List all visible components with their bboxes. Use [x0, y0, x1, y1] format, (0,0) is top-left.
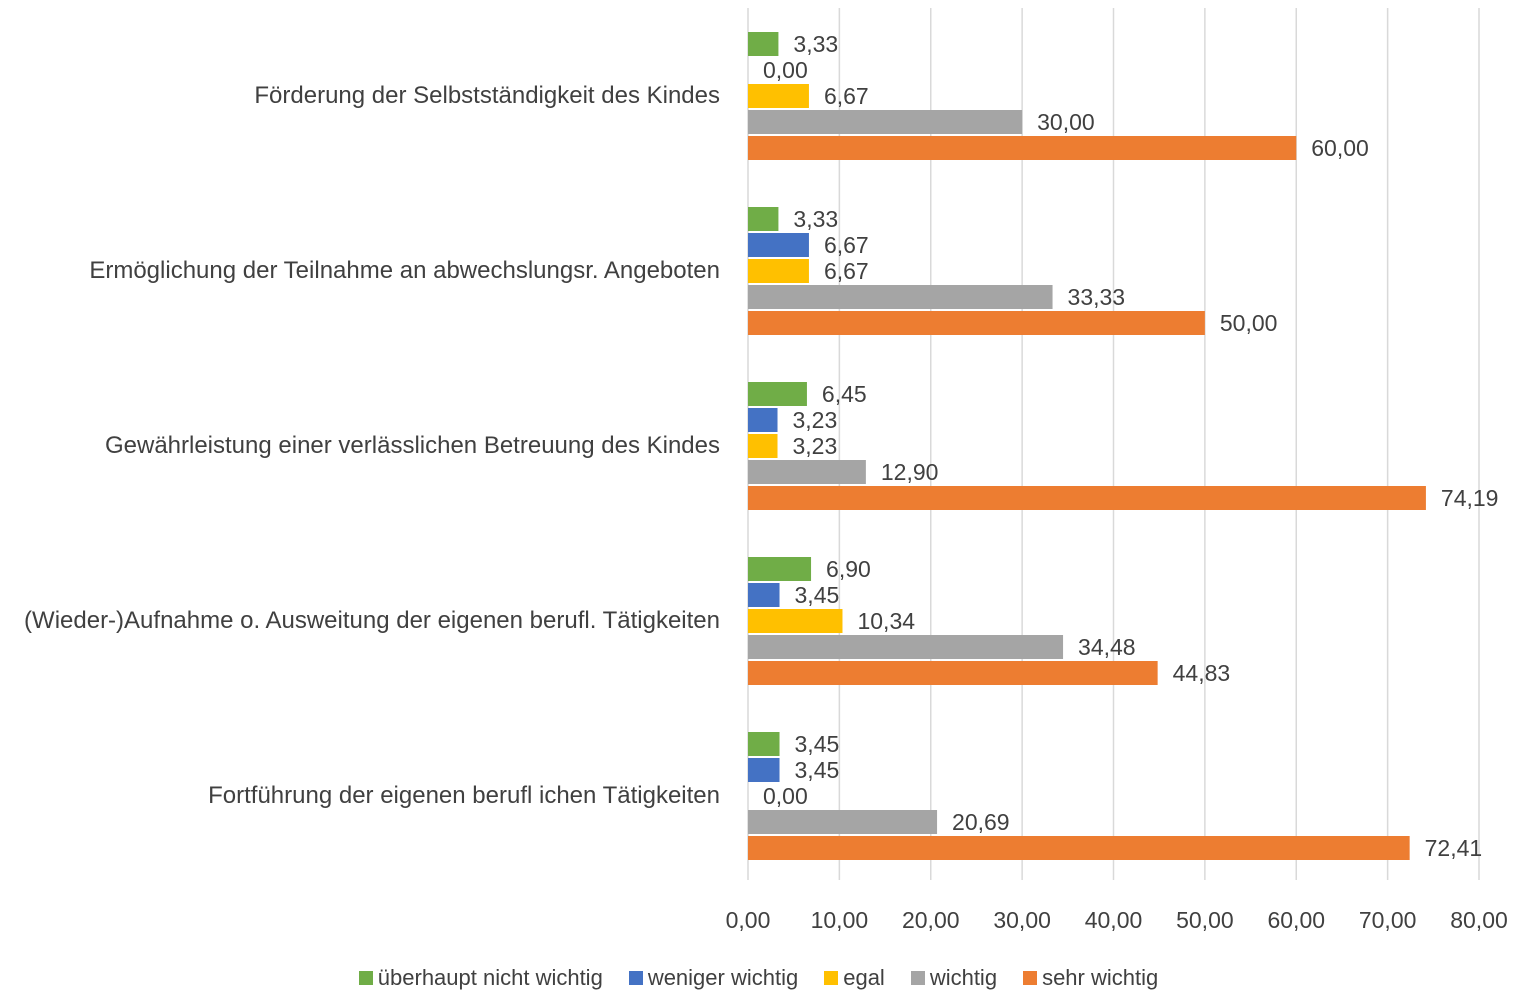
bar [748, 110, 1023, 134]
bar [748, 486, 1426, 510]
value-label: 6,67 [824, 232, 869, 258]
value-label: 3,33 [793, 31, 838, 57]
legend: überhaupt nicht wichtig weniger wichtig eg… [0, 965, 1517, 991]
value-label: 10,34 [857, 608, 915, 634]
bar [748, 758, 780, 782]
value-label: 33,33 [1068, 284, 1126, 310]
value-label: 20,69 [952, 809, 1010, 835]
x-tick-label: 50,00 [1176, 907, 1234, 933]
x-tick-label: 60,00 [1267, 907, 1325, 933]
legend-swatch [628, 971, 643, 985]
legend-label: wichtig [929, 965, 998, 990]
category-label: Förderung der Selbstständigkeit des Kind… [254, 82, 720, 109]
value-label: 72,41 [1425, 835, 1483, 861]
value-label: 6,67 [824, 258, 869, 284]
bar [748, 434, 778, 458]
legend-label: sehr wichtig [1042, 965, 1159, 990]
category-label: Fortführung der eigenen berufl ichen Tät… [208, 782, 720, 809]
category-label: Gewährleistung einer verlässlichen Betre… [104, 432, 720, 459]
value-label: 60,00 [1311, 135, 1369, 161]
value-label: 0,00 [763, 57, 808, 83]
legend-item: sehr wichtig [1023, 965, 1158, 991]
bar [748, 583, 780, 607]
legend-item: egal [824, 965, 885, 991]
value-label: 34,48 [1078, 634, 1136, 660]
value-label: 12,90 [881, 459, 939, 485]
value-label: 44,83 [1173, 660, 1231, 686]
bar [748, 84, 809, 108]
bar [748, 285, 1053, 309]
bar [748, 32, 779, 56]
legend-label: überhaupt nicht wichtig [377, 965, 603, 990]
value-label: 3,45 [795, 757, 840, 783]
value-label: 50,00 [1220, 310, 1278, 336]
value-label: 6,67 [824, 83, 869, 109]
legend-label: egal [843, 965, 885, 990]
legend-swatch [824, 971, 839, 985]
value-label: 6,90 [826, 556, 871, 582]
x-tick-label: 10,00 [811, 907, 869, 933]
x-tick-label: 20,00 [902, 907, 960, 933]
bar [748, 609, 843, 633]
legend-item: überhaupt nicht wichtig [358, 965, 603, 991]
value-label: 3,23 [793, 407, 838, 433]
bar [748, 836, 1410, 860]
bar [748, 661, 1158, 685]
bar [748, 408, 778, 432]
bar [748, 810, 938, 834]
legend-swatch [910, 971, 925, 985]
value-label: 3,45 [795, 582, 840, 608]
legend-item: weniger wichtig [628, 965, 799, 991]
x-tick-label: 30,00 [993, 907, 1051, 933]
value-label: 3,23 [793, 433, 838, 459]
bar [748, 635, 1064, 659]
bar [748, 233, 809, 257]
bar [748, 136, 1297, 160]
category-label: Ermöglichung der Teilnahme an abwechslun… [89, 257, 720, 284]
bar [748, 382, 807, 406]
x-tick-label: 80,00 [1450, 907, 1508, 933]
value-label: 0,00 [763, 783, 808, 809]
value-label: 6,45 [822, 381, 867, 407]
x-tick-label: 0,00 [726, 907, 771, 933]
bar [748, 207, 779, 231]
bar [748, 557, 812, 581]
value-label: 3,45 [795, 731, 840, 757]
bar [748, 732, 780, 756]
category-label: (Wieder-)Aufnahme o. Ausweitung der eige… [24, 607, 720, 634]
value-label: 74,19 [1441, 485, 1499, 511]
value-label: 3,33 [793, 206, 838, 232]
legend-item: wichtig [910, 965, 998, 991]
x-tick-label: 40,00 [1085, 907, 1143, 933]
legend-swatch [358, 971, 373, 985]
bar [748, 259, 809, 283]
legend-swatch [1023, 971, 1038, 985]
x-tick-label: 70,00 [1359, 907, 1417, 933]
value-label: 30,00 [1037, 109, 1095, 135]
bar [748, 460, 866, 484]
legend-label: weniger wichtig [647, 965, 799, 990]
bar [748, 311, 1205, 335]
